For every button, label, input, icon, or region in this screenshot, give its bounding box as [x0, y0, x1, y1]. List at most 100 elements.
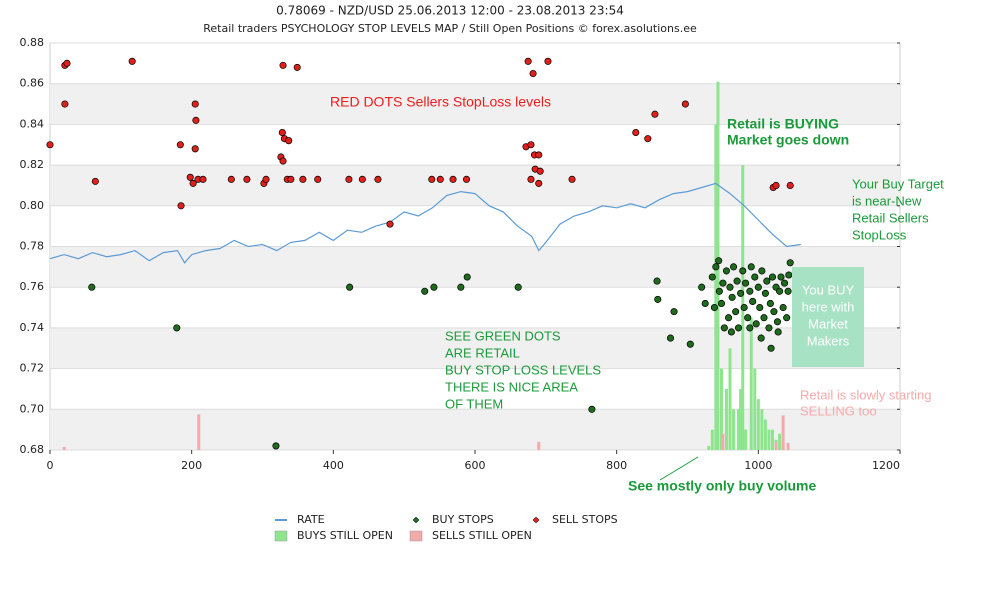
- stop-dot: [752, 320, 760, 328]
- annotation: SEE GREEN DOTS: [445, 328, 561, 343]
- grid-band: [50, 246, 900, 288]
- stop-dot: [514, 283, 522, 291]
- stop-dot: [192, 116, 200, 124]
- x-tick-label: 200: [181, 459, 202, 472]
- stop-dot: [653, 277, 661, 285]
- x-tick-label: 1000: [744, 459, 772, 472]
- annotation: here with: [802, 299, 855, 314]
- volume-bar: [767, 429, 771, 450]
- stop-dot: [725, 314, 733, 322]
- stop-dot: [279, 61, 287, 69]
- y-tick-label: 0.76: [20, 280, 45, 293]
- stop-dot: [708, 273, 716, 281]
- annotation: OF THEM: [445, 396, 503, 411]
- stop-dot: [765, 324, 773, 332]
- y-tick-label: 0.86: [20, 77, 45, 90]
- stop-dot: [651, 110, 659, 118]
- annotation: Retail is BUYING: [727, 116, 839, 132]
- stop-dot: [720, 324, 728, 332]
- stop-dot: [780, 279, 789, 287]
- y-tick-label: 0.68: [20, 443, 45, 456]
- legend-swatch: [532, 516, 540, 524]
- volume-bar: [724, 388, 728, 450]
- annotation: Retail Sellers: [852, 210, 929, 225]
- stop-dot: [314, 175, 322, 183]
- y-tick-label: 0.72: [20, 362, 45, 375]
- stop-dot: [279, 157, 287, 165]
- stop-dot: [189, 179, 197, 187]
- x-tick-label: 400: [323, 459, 344, 472]
- annotation: Market goes down: [727, 132, 849, 148]
- x-tick-label: 800: [606, 459, 627, 472]
- stop-dot: [457, 283, 465, 291]
- stop-dot: [293, 63, 301, 71]
- stop-dot: [751, 273, 759, 281]
- volume-bar: [197, 414, 201, 450]
- stop-dot: [786, 181, 794, 190]
- stop-dot: [737, 289, 745, 297]
- legend-label: SELLS STILL OPEN: [432, 529, 532, 542]
- volume-bar: [763, 419, 767, 450]
- annotation: Your Buy Target: [852, 176, 944, 191]
- y-tick-label: 0.78: [20, 240, 45, 253]
- stop-dot: [746, 324, 754, 332]
- stop-dot: [717, 299, 726, 308]
- stop-dot: [544, 57, 552, 65]
- stop-dot: [345, 175, 353, 183]
- stop-dot: [524, 57, 532, 65]
- stop-dot: [767, 344, 775, 352]
- stop-dot: [436, 175, 444, 183]
- annotation: You BUY: [802, 282, 855, 297]
- y-tick-label: 0.82: [20, 158, 45, 171]
- volume-bar: [753, 368, 757, 450]
- volume-bar: [786, 442, 790, 450]
- legend-swatch: [412, 516, 420, 524]
- stop-dot: [783, 314, 791, 322]
- chart-title: 0.78069 - NZD/USD 25.06.2013 12:00 - 23.…: [276, 4, 624, 18]
- annotation: Makers: [807, 333, 850, 348]
- stop-dot: [527, 141, 535, 149]
- volume-bar: [781, 415, 785, 450]
- annotation-box: [792, 267, 864, 367]
- stop-dot: [644, 135, 652, 143]
- volume-bar: [774, 441, 778, 450]
- stop-dot: [173, 324, 181, 332]
- stop-dot: [88, 283, 96, 291]
- annotation: is near-New: [852, 193, 922, 208]
- stop-dot: [715, 287, 723, 295]
- stop-dot: [747, 263, 755, 271]
- chart-subtitle: Retail traders PSYCHOLOGY STOP LEVELS MA…: [203, 22, 697, 35]
- stop-dot: [761, 289, 769, 297]
- stop-dot: [777, 273, 785, 281]
- stop-dot: [272, 442, 280, 450]
- stop-dot: [757, 334, 765, 342]
- stop-dot: [346, 283, 354, 291]
- stop-dot: [46, 141, 54, 149]
- stop-dot: [770, 308, 778, 316]
- stop-dot: [430, 283, 438, 291]
- volume-bar: [756, 399, 760, 450]
- annotation: ARE RETAIL: [445, 345, 520, 360]
- stop-dot: [588, 405, 596, 413]
- stop-dot: [536, 167, 544, 175]
- stop-dot: [710, 303, 718, 312]
- annotation: See mostly only buy volume: [628, 478, 816, 494]
- legend-swatch: [274, 530, 288, 542]
- stop-dot: [701, 299, 709, 308]
- stop-dot: [768, 273, 777, 281]
- stop-dot: [374, 175, 382, 183]
- stop-dot: [758, 267, 766, 275]
- stop-dot: [632, 128, 640, 137]
- volume-bar: [732, 409, 736, 450]
- stop-dot: [299, 175, 307, 183]
- volume-bar: [760, 409, 764, 450]
- stop-dot: [740, 303, 748, 312]
- y-tick-label: 0.80: [20, 199, 45, 212]
- annotation: THERE IS NICE AREA: [445, 379, 578, 394]
- volume-bar: [778, 433, 782, 450]
- annotation: StopLoss: [852, 227, 907, 242]
- grid-band: [50, 327, 900, 369]
- stop-dot: [734, 324, 743, 332]
- stop-dot: [568, 175, 576, 183]
- stop-dot: [449, 175, 457, 183]
